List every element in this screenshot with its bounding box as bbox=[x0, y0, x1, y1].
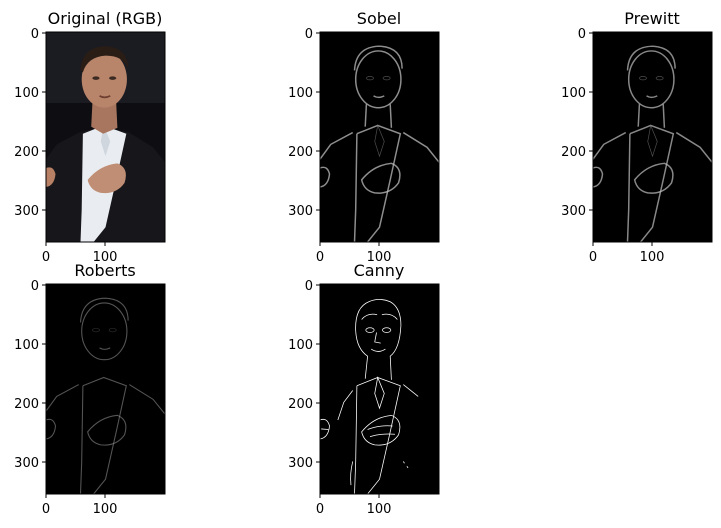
panel-roberts-title: Roberts bbox=[74, 261, 135, 280]
xtick-label: 0 bbox=[316, 502, 324, 517]
xtick-label: 100 bbox=[93, 502, 118, 517]
prewitt-image bbox=[593, 32, 712, 242]
ytick-label: 300 bbox=[288, 456, 313, 471]
ytick-label: 100 bbox=[561, 86, 586, 101]
panel-canny-xaxis: 0 100 bbox=[316, 494, 392, 517]
panel-canny: Canny bbox=[288, 261, 440, 517]
ytick-label: 0 bbox=[305, 279, 313, 294]
ytick-label: 200 bbox=[288, 145, 313, 160]
ytick-label: 300 bbox=[561, 204, 586, 219]
canny-image bbox=[320, 284, 439, 494]
xtick-label: 100 bbox=[367, 250, 392, 265]
ytick-label: 200 bbox=[14, 397, 39, 412]
ytick-label: 300 bbox=[14, 204, 39, 219]
ytick-label: 200 bbox=[288, 397, 313, 412]
ytick-label: 100 bbox=[288, 86, 313, 101]
panel-canny-title: Canny bbox=[354, 261, 405, 280]
original-image bbox=[46, 32, 165, 242]
ytick-label: 100 bbox=[288, 338, 313, 353]
ytick-label: 0 bbox=[31, 27, 39, 42]
xtick-label: 100 bbox=[93, 250, 118, 265]
xtick-label: 100 bbox=[367, 502, 392, 517]
panel-canny-yaxis: 0 100 200 300 bbox=[288, 279, 320, 471]
panel-sobel-xaxis: 0 100 bbox=[316, 242, 392, 265]
ytick-label: 200 bbox=[14, 145, 39, 160]
ytick-label: 0 bbox=[31, 279, 39, 294]
panel-sobel: Sobel bbox=[288, 9, 440, 265]
panel-original: Original (RGB) bbox=[14, 9, 166, 265]
panel-roberts-yaxis: 0 100 200 300 bbox=[14, 279, 46, 471]
roberts-image bbox=[46, 284, 165, 494]
ytick-label: 100 bbox=[14, 338, 39, 353]
xtick-label: 100 bbox=[640, 250, 665, 265]
sobel-image bbox=[320, 32, 439, 242]
ytick-label: 0 bbox=[305, 27, 313, 42]
ytick-label: 300 bbox=[288, 204, 313, 219]
panel-original-title: Original (RGB) bbox=[48, 9, 163, 28]
panel-prewitt-title: Prewitt bbox=[624, 9, 680, 28]
panel-roberts-xaxis: 0 100 bbox=[42, 494, 118, 517]
xtick-label: 0 bbox=[42, 250, 50, 265]
panel-prewitt-xaxis: 0 100 bbox=[589, 242, 665, 265]
panel-original-yaxis: 0 100 200 300 bbox=[14, 27, 46, 219]
xtick-label: 0 bbox=[42, 502, 50, 517]
xtick-label: 0 bbox=[589, 250, 597, 265]
panel-prewitt-yaxis: 0 100 200 300 bbox=[561, 27, 593, 219]
panel-original-xaxis: 0 100 bbox=[42, 242, 118, 265]
ytick-label: 200 bbox=[561, 145, 586, 160]
ytick-label: 300 bbox=[14, 456, 39, 471]
ytick-label: 0 bbox=[578, 27, 586, 42]
panel-sobel-yaxis: 0 100 200 300 bbox=[288, 27, 320, 219]
panel-roberts: Roberts bbox=[14, 261, 166, 517]
xtick-label: 0 bbox=[316, 250, 324, 265]
panel-sobel-title: Sobel bbox=[357, 9, 401, 28]
ytick-label: 100 bbox=[14, 86, 39, 101]
panel-prewitt: Prewitt bbox=[561, 9, 713, 265]
